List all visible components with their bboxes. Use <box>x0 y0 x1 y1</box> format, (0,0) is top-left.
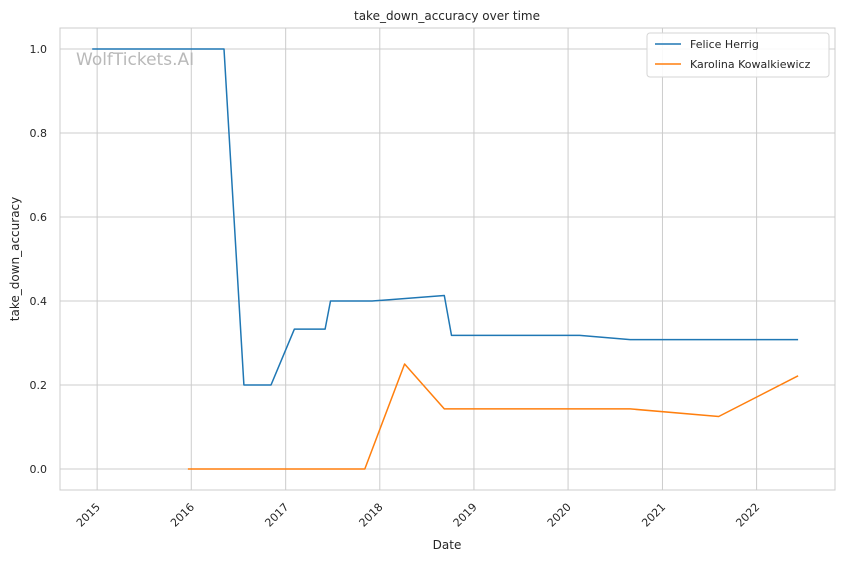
plot-frame <box>59 27 836 491</box>
watermark-text: WolfTickets.AI <box>76 50 194 70</box>
series-line-1 <box>92 48 799 386</box>
y-tick-label: 0.8 <box>30 127 48 140</box>
y-tick-label: 1.0 <box>30 43 48 56</box>
legend-box <box>646 32 830 78</box>
y-axis-title: take_down_accuracy <box>8 197 22 321</box>
legend: Felice Herrig Karolina Kowalkiewicz <box>646 32 830 78</box>
y-tick-label: 0.6 <box>30 211 48 224</box>
y-tick-label: 0.4 <box>30 295 48 308</box>
y-tick-label: 0.0 <box>30 463 48 476</box>
x-axis-title: Date <box>433 538 462 552</box>
chart-title: take_down_accuracy over time <box>354 9 540 23</box>
series-line-2 <box>187 363 799 470</box>
series-lines <box>92 48 799 470</box>
y-tick-label: 0.2 <box>30 379 48 392</box>
legend-label-1: Felice Herrig <box>690 38 759 51</box>
legend-label-2: Karolina Kowalkiewicz <box>690 58 811 71</box>
